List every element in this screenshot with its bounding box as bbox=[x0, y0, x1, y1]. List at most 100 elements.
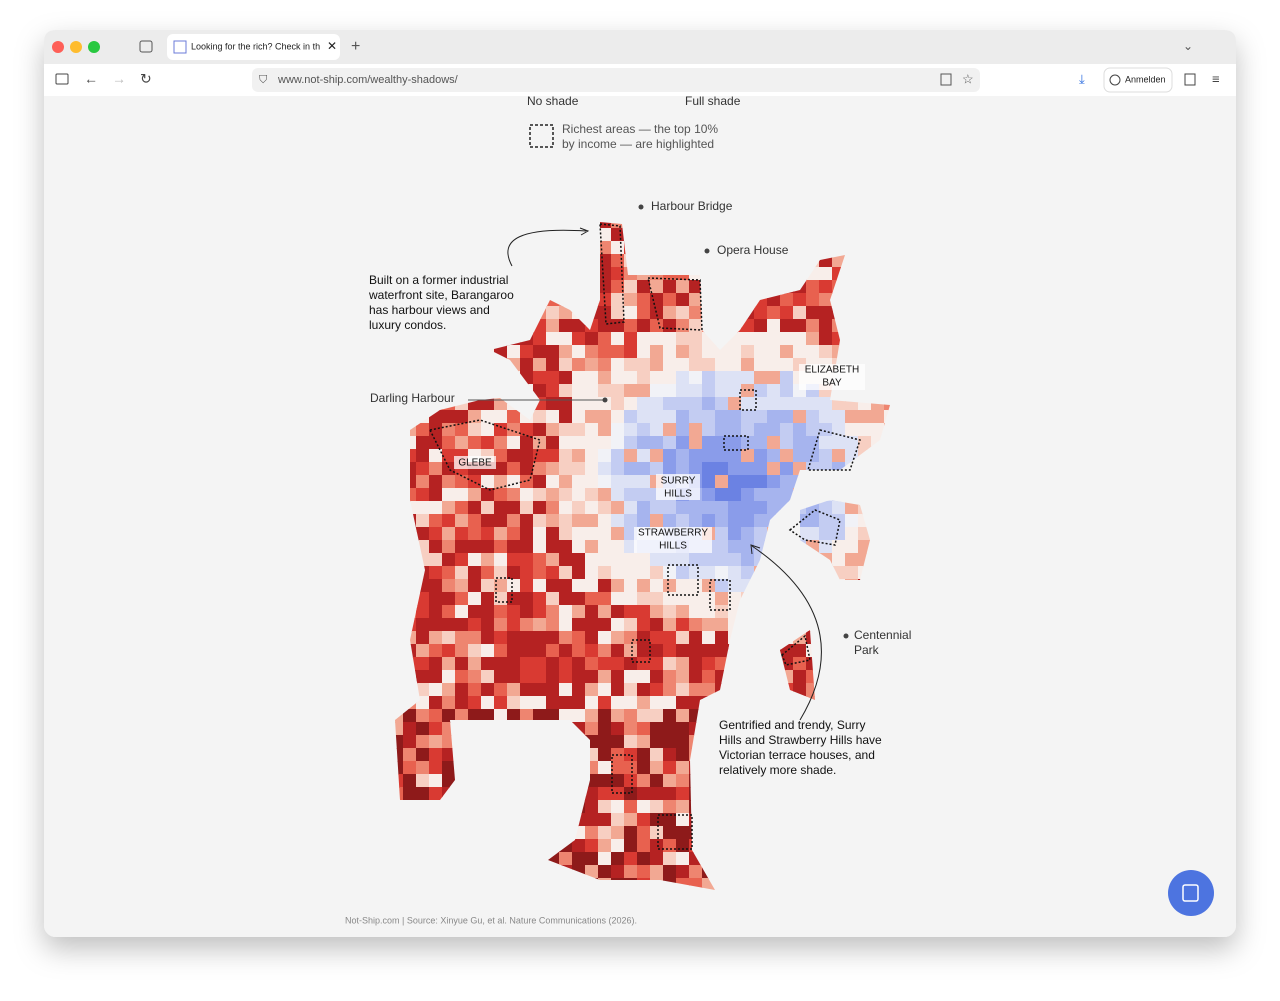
map-tile bbox=[494, 553, 508, 567]
map-tile bbox=[429, 501, 443, 515]
map-tile bbox=[546, 306, 560, 320]
signin-button[interactable] bbox=[1103, 67, 1173, 93]
map-tile bbox=[650, 410, 664, 424]
map-tile bbox=[572, 839, 586, 853]
landmark-dot bbox=[638, 204, 644, 210]
map-tile bbox=[416, 605, 430, 619]
map-tile bbox=[468, 501, 482, 515]
map-tile bbox=[689, 514, 703, 528]
map-tile bbox=[572, 475, 586, 489]
map-tile bbox=[572, 709, 586, 723]
map-tile bbox=[624, 488, 638, 502]
map-tile bbox=[715, 553, 729, 567]
map-tile bbox=[455, 540, 469, 554]
map-tile bbox=[507, 423, 521, 437]
map-tile bbox=[572, 488, 586, 502]
map-tile bbox=[416, 644, 430, 658]
map-tile bbox=[429, 514, 443, 528]
map-tile bbox=[689, 423, 703, 437]
map-tile bbox=[611, 631, 625, 645]
map-tile bbox=[481, 618, 495, 632]
map-tile bbox=[442, 410, 456, 424]
landmark-dot bbox=[843, 633, 849, 639]
close-button[interactable] bbox=[52, 41, 64, 53]
sidebar-button[interactable] bbox=[55, 73, 69, 85]
map-tile bbox=[520, 462, 534, 476]
map-tile bbox=[741, 501, 755, 515]
new-tab[interactable]: + bbox=[351, 38, 360, 55]
map-tile bbox=[585, 423, 599, 437]
map-tile bbox=[624, 865, 638, 879]
map-tile bbox=[585, 579, 599, 593]
bookmark-icon[interactable]: ☆ bbox=[962, 71, 974, 86]
tab-overview-icon[interactable] bbox=[139, 40, 153, 53]
download-icon[interactable]: ⤓ bbox=[1079, 71, 1085, 86]
map-tile bbox=[819, 293, 833, 307]
map-tile bbox=[455, 618, 469, 632]
active-tab[interactable] bbox=[167, 34, 340, 60]
reader-fab[interactable] bbox=[1168, 870, 1214, 916]
map-tile bbox=[754, 319, 768, 333]
extensions-icon[interactable] bbox=[1184, 73, 1196, 86]
reader-icon[interactable] bbox=[940, 73, 952, 86]
map-tile bbox=[676, 709, 690, 723]
map-tile bbox=[468, 605, 482, 619]
map-tile bbox=[494, 436, 508, 450]
map-tile bbox=[585, 436, 599, 450]
map-tile bbox=[520, 709, 534, 723]
map-tile bbox=[481, 410, 495, 424]
map-tile bbox=[715, 475, 729, 489]
map-tile bbox=[546, 553, 560, 567]
url-bar[interactable] bbox=[252, 68, 980, 92]
map-tile bbox=[546, 332, 560, 346]
map-tile bbox=[442, 605, 456, 619]
map-tile bbox=[767, 358, 781, 372]
tab-close[interactable]: ✕ bbox=[327, 39, 337, 53]
suburb-label: ELIZABETH bbox=[805, 365, 859, 376]
map-tile bbox=[546, 657, 560, 671]
map-tile bbox=[598, 293, 612, 307]
map-tile bbox=[637, 709, 651, 723]
map-tile bbox=[481, 670, 495, 684]
map-tile bbox=[780, 319, 794, 333]
map-tile bbox=[676, 800, 690, 814]
map-tile bbox=[806, 397, 820, 411]
map-tile bbox=[676, 865, 690, 879]
map-tile bbox=[559, 592, 573, 606]
menu-icon[interactable]: ≡ bbox=[1212, 71, 1220, 86]
back-button[interactable]: ← bbox=[84, 71, 98, 87]
map-tile bbox=[611, 475, 625, 489]
map-tile bbox=[728, 540, 742, 554]
map-tile bbox=[598, 826, 612, 840]
minimize-button[interactable] bbox=[70, 41, 82, 53]
map-tile bbox=[481, 501, 495, 515]
reload-button[interactable]: ↻ bbox=[140, 71, 152, 87]
map-tile bbox=[494, 449, 508, 463]
map-tile bbox=[832, 527, 846, 541]
map-tile bbox=[494, 618, 508, 632]
forward-button[interactable]: → bbox=[112, 71, 126, 87]
map-tile bbox=[494, 592, 508, 606]
map-tile bbox=[650, 657, 664, 671]
map-tile bbox=[871, 410, 885, 424]
map-tile bbox=[767, 475, 781, 489]
map-tile bbox=[715, 579, 729, 593]
map-tile bbox=[585, 683, 599, 697]
map-tile bbox=[468, 553, 482, 567]
map-tile bbox=[624, 462, 638, 476]
map-tile bbox=[676, 618, 690, 632]
map-tile bbox=[611, 306, 625, 320]
zoom-button[interactable] bbox=[88, 41, 100, 53]
map-tile bbox=[624, 852, 638, 866]
map-tile bbox=[611, 436, 625, 450]
tab-list[interactable]: ⌄ bbox=[1183, 39, 1193, 53]
map-tile bbox=[572, 579, 586, 593]
map-tile bbox=[650, 670, 664, 684]
map-tile bbox=[546, 371, 560, 385]
map-tile bbox=[715, 501, 729, 515]
map-tile bbox=[728, 527, 742, 541]
map-tile bbox=[780, 332, 794, 346]
map-tile bbox=[663, 670, 677, 684]
map-tile bbox=[819, 540, 833, 554]
map-tile bbox=[533, 670, 547, 684]
